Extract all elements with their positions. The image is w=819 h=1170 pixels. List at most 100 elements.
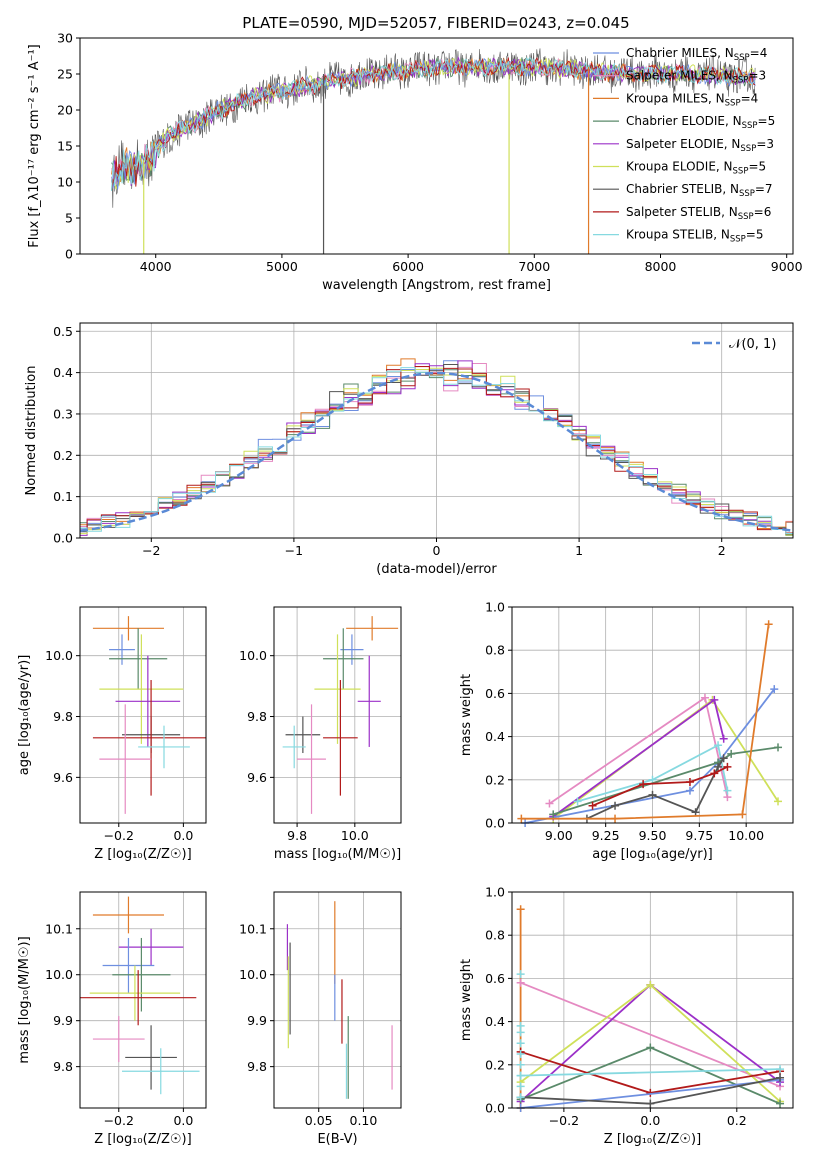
legend-count: =5	[748, 160, 766, 174]
weight-marker	[545, 799, 554, 808]
weight-marker	[516, 1060, 525, 1069]
y-tick-label: 25	[57, 67, 73, 82]
y-tick-label: 0.4	[485, 729, 505, 744]
y-axis-label: mass [log₁₀(M/M☉)]	[17, 936, 32, 1063]
y-tick-label: 9.9	[53, 1013, 73, 1028]
weight-marker	[691, 808, 700, 817]
legend-text: Salpeter MILES, N	[626, 69, 733, 83]
x-tick-label: 9.00	[545, 828, 573, 843]
y-tick-label: 9.8	[53, 1059, 73, 1074]
x-tick-label: 9000	[771, 259, 803, 274]
y-tick-label: 10.0	[239, 648, 267, 663]
weight-marker	[723, 762, 732, 771]
age-vs-metallicity-panel: −0.2 0.0 9.6 9.8 10.0 Z [log₁₀(Z/Z☉)] age [log…	[17, 606, 207, 862]
legend-count: =6	[754, 205, 772, 219]
weight-line	[520, 1079, 781, 1108]
weight-marker	[776, 1073, 785, 1082]
axes-frame	[79, 891, 207, 1109]
legend-subscript: SSP	[733, 76, 749, 86]
y-tick-label: 1.0	[485, 600, 505, 615]
x-axis-label: mass [log₁₀(M/M☉)]	[274, 847, 401, 862]
weight-marker	[646, 1099, 655, 1108]
spectrum-line	[111, 57, 756, 190]
axes-frame	[273, 891, 402, 1109]
y-tick-label: 10.1	[45, 921, 73, 936]
weight-marker	[611, 801, 620, 810]
weight-marker	[639, 780, 648, 789]
weight-marker	[738, 810, 747, 819]
weight-marker	[516, 978, 525, 987]
weight-marker	[611, 814, 620, 823]
legend-text: Salpeter ELODIE, N	[626, 137, 740, 151]
y-axis-label: mass weight	[459, 959, 474, 1041]
weight-line	[524, 688, 776, 823]
legend-label: Chabrier ELODIE, NSSP=5	[626, 114, 775, 131]
y-tick-label: 10.1	[239, 921, 267, 936]
legend-text: Chabrier ELODIE, N	[626, 114, 742, 128]
legend-count: =7	[755, 182, 773, 196]
weight-marker	[700, 693, 709, 702]
legend-text: Chabrier STELIB, N	[626, 182, 739, 196]
weight-marker	[516, 1021, 525, 1030]
mass-vs-reddening-panel: 0.05 0.10 9.8 9.9 10.0 10.1 E(B-V)	[239, 891, 402, 1147]
weight-marker	[646, 980, 655, 989]
x-tick-label: 0.0	[640, 1113, 660, 1128]
y-tick-label: 0.2	[485, 1057, 505, 1072]
y-tick-label: 9.8	[247, 1059, 267, 1074]
y-tick-label: 10.0	[45, 648, 73, 663]
y-tick-label: 0.8	[485, 643, 505, 658]
weight-marker	[588, 801, 597, 810]
x-tick-label: 10.0	[341, 828, 369, 843]
y-tick-label: 0.4	[53, 365, 73, 380]
y-tick-label: 20	[57, 103, 73, 118]
x-axis-label: wavelength [Angstrom, rest frame]	[322, 278, 551, 293]
legend-text: Chabrier MILES, N	[626, 46, 734, 60]
legend-subscript: SSP	[742, 121, 758, 131]
legend-subscript: SSP	[733, 167, 749, 177]
y-tick-label: 0.1	[53, 489, 73, 504]
x-tick-label: 8000	[645, 259, 677, 274]
spectrum-line	[111, 56, 756, 192]
x-axis-label: Z [log₁₀(Z/Z☉)]	[94, 1132, 191, 1147]
weight-marker	[549, 810, 558, 819]
legend-subscript: SSP	[740, 144, 756, 154]
x-tick-label: −0.2	[549, 1113, 579, 1128]
residual-histogram-panel: −2 −1 0 1 2 0.0 0.1 0.2 0.3 0.4 0.5 (data-model)/er…	[24, 322, 794, 577]
y-tick-label: 10.0	[239, 967, 267, 982]
weight-marker	[719, 754, 728, 763]
y-tick-label: 9.8	[247, 709, 267, 724]
histogram-step	[80, 367, 793, 536]
weight-line	[586, 757, 725, 820]
x-tick-label: 0.0	[173, 1113, 193, 1128]
axes-frame	[511, 891, 794, 1109]
y-tick-label: 0.2	[53, 448, 73, 463]
y-axis-label: age [log₁₀(age/yr)]	[17, 655, 32, 776]
x-axis-label: Z [log₁₀(Z/Z☉)]	[94, 847, 191, 862]
legend-subscript: SSP	[734, 53, 750, 63]
legend-count: =4	[750, 46, 768, 60]
figure-title: PLATE=0590, MJD=52057, FIBERID=0243, z=0…	[242, 14, 629, 32]
y-axis-label: mass weight	[459, 674, 474, 756]
weight-marker	[516, 1039, 525, 1048]
y-tick-label: 0.0	[485, 816, 505, 831]
weight-marker	[727, 749, 736, 758]
legend-label: Chabrier STELIB, NSSP=7	[626, 182, 773, 199]
x-axis-label: age [log₁₀(age/yr)]	[592, 847, 713, 862]
weight-marker	[685, 777, 694, 786]
y-tick-label: 5	[65, 211, 73, 226]
x-tick-label: 0.2	[727, 1113, 747, 1128]
weight-line	[521, 624, 770, 820]
x-tick-label: 9.50	[639, 828, 667, 843]
weight-line	[577, 743, 729, 803]
x-tick-label: 7000	[518, 259, 550, 274]
weight-marker	[573, 797, 582, 806]
weight-marker	[517, 814, 526, 823]
legend-subscript: SSP	[739, 189, 755, 199]
weight-marker	[516, 1082, 525, 1091]
y-tick-label: 0.2	[485, 772, 505, 787]
y-tick-label: 0.0	[53, 531, 73, 546]
weight-vs-age-panel: 9.00 9.25 9.50 9.75 10.00 0.0 0.2 0.4 0.6 0.8 1.0 a…	[459, 600, 794, 862]
y-tick-label: 0.6	[485, 971, 505, 986]
legend-label: Salpeter ELODIE, NSSP=3	[626, 137, 774, 154]
mass-vs-metallicity-panel: −0.2 0.0 9.8 9.9 10.0 10.1 Z [log₁₀(Z/Z☉)] mass…	[17, 891, 207, 1147]
